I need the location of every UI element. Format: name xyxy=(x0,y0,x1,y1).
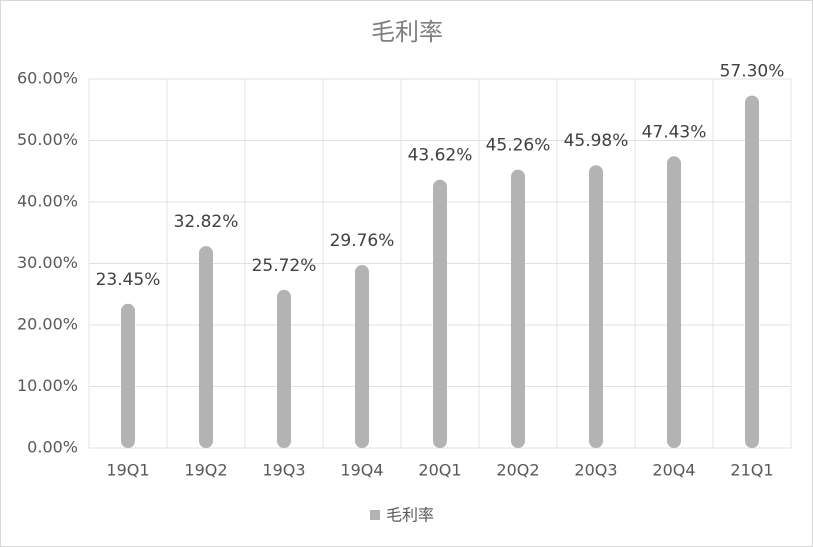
data-label: 29.76% xyxy=(330,231,395,251)
x-tick-label: 19Q4 xyxy=(340,461,383,480)
data-label: 45.26% xyxy=(486,136,551,156)
bar xyxy=(121,303,135,448)
bar xyxy=(355,264,369,448)
data-label: 45.98% xyxy=(564,131,629,151)
x-tick-label: 19Q1 xyxy=(106,461,149,480)
bar xyxy=(199,246,213,448)
data-label: 25.72% xyxy=(252,256,317,276)
data-label: 57.30% xyxy=(720,62,785,82)
data-label: 23.45% xyxy=(96,270,161,290)
y-tick-label: 10.00% xyxy=(17,376,78,395)
y-tick-label: 60.00% xyxy=(17,69,78,88)
data-label: 47.43% xyxy=(642,122,707,142)
legend-label: 毛利率 xyxy=(386,506,434,525)
chart-title: 毛利率 xyxy=(371,18,443,46)
x-tick-label: 20Q1 xyxy=(418,461,461,480)
y-tick-label: 0.00% xyxy=(27,438,78,457)
x-tick-label: 20Q2 xyxy=(496,461,539,480)
bar xyxy=(433,179,447,448)
bar xyxy=(667,156,681,449)
bar xyxy=(511,169,525,448)
y-tick-label: 30.00% xyxy=(17,253,78,272)
x-tick-label: 20Q3 xyxy=(574,461,617,480)
bar xyxy=(277,289,291,448)
data-label: 43.62% xyxy=(408,146,473,166)
x-tick-label: 19Q3 xyxy=(262,461,305,480)
bar xyxy=(745,95,759,448)
x-tick-label: 19Q2 xyxy=(184,461,227,480)
x-tick-label: 21Q1 xyxy=(730,461,773,480)
legend-swatch xyxy=(370,510,380,520)
y-tick-label: 50.00% xyxy=(17,130,78,149)
bar xyxy=(589,165,603,448)
y-tick-label: 20.00% xyxy=(17,315,78,334)
x-tick-label: 20Q4 xyxy=(652,461,695,480)
y-tick-label: 40.00% xyxy=(17,192,78,211)
data-label: 32.82% xyxy=(174,212,239,232)
